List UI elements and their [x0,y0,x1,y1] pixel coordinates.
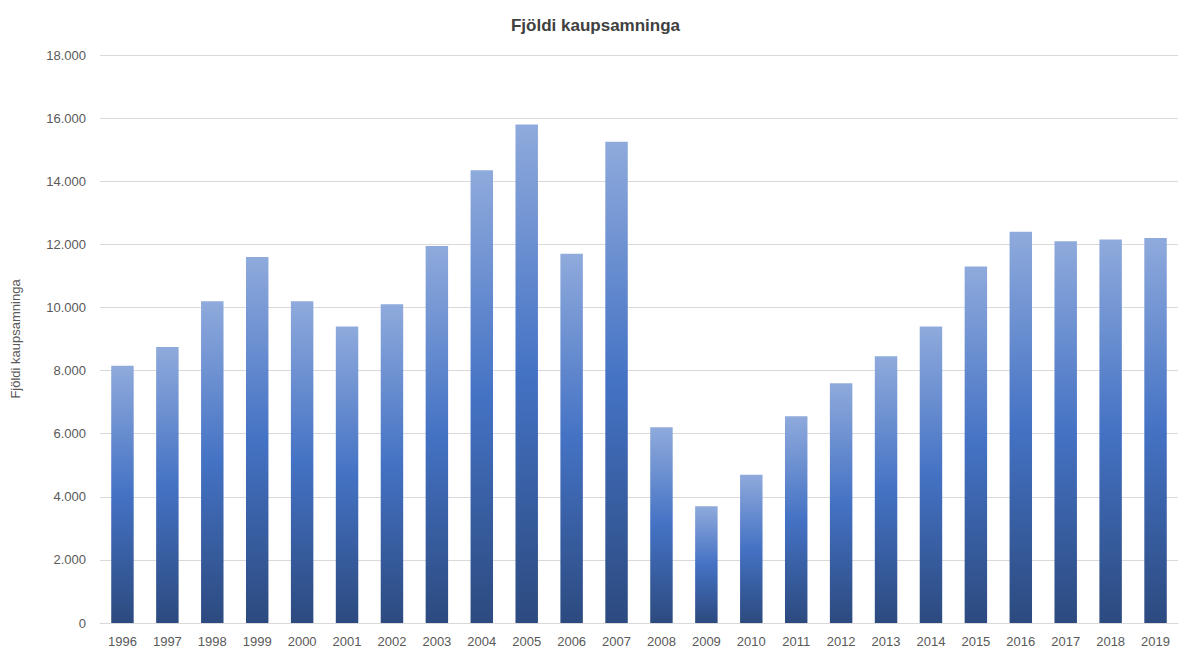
svg-text:10.000: 10.000 [46,300,86,315]
svg-text:1998: 1998 [198,634,227,649]
svg-text:2008: 2008 [647,634,676,649]
svg-text:8.000: 8.000 [53,363,86,378]
svg-text:2011: 2011 [782,634,810,649]
svg-text:2004: 2004 [467,634,496,649]
svg-text:14.000: 14.000 [46,174,86,189]
svg-text:18.000: 18.000 [46,48,86,63]
svg-text:6.000: 6.000 [53,426,86,441]
svg-text:2013: 2013 [872,634,901,649]
svg-text:4.000: 4.000 [53,489,86,504]
svg-text:2009: 2009 [692,634,721,649]
svg-text:2005: 2005 [512,634,541,649]
svg-text:2015: 2015 [961,634,990,649]
svg-text:2003: 2003 [422,634,451,649]
svg-text:2016: 2016 [1006,634,1035,649]
svg-text:2010: 2010 [737,634,766,649]
svg-text:2000: 2000 [288,634,317,649]
svg-text:1996: 1996 [108,634,137,649]
svg-text:2001: 2001 [333,634,362,649]
svg-text:2019: 2019 [1141,634,1170,649]
svg-text:2017: 2017 [1051,634,1080,649]
svg-text:16.000: 16.000 [46,111,86,126]
svg-text:2014: 2014 [916,634,945,649]
svg-text:1997: 1997 [153,634,182,649]
svg-text:2012: 2012 [827,634,856,649]
svg-text:Fjöldi kaupsamninga: Fjöldi kaupsamninga [511,16,681,35]
svg-text:2002: 2002 [377,634,406,649]
svg-text:2007: 2007 [602,634,631,649]
svg-text:2.000: 2.000 [53,552,86,567]
svg-text:2018: 2018 [1096,634,1125,649]
svg-text:Fjöldi kaupsamninga: Fjöldi kaupsamninga [8,279,23,399]
svg-text:0: 0 [79,616,86,631]
svg-text:1999: 1999 [243,634,272,649]
svg-text:12.000: 12.000 [46,237,86,252]
svg-text:2006: 2006 [557,634,586,649]
